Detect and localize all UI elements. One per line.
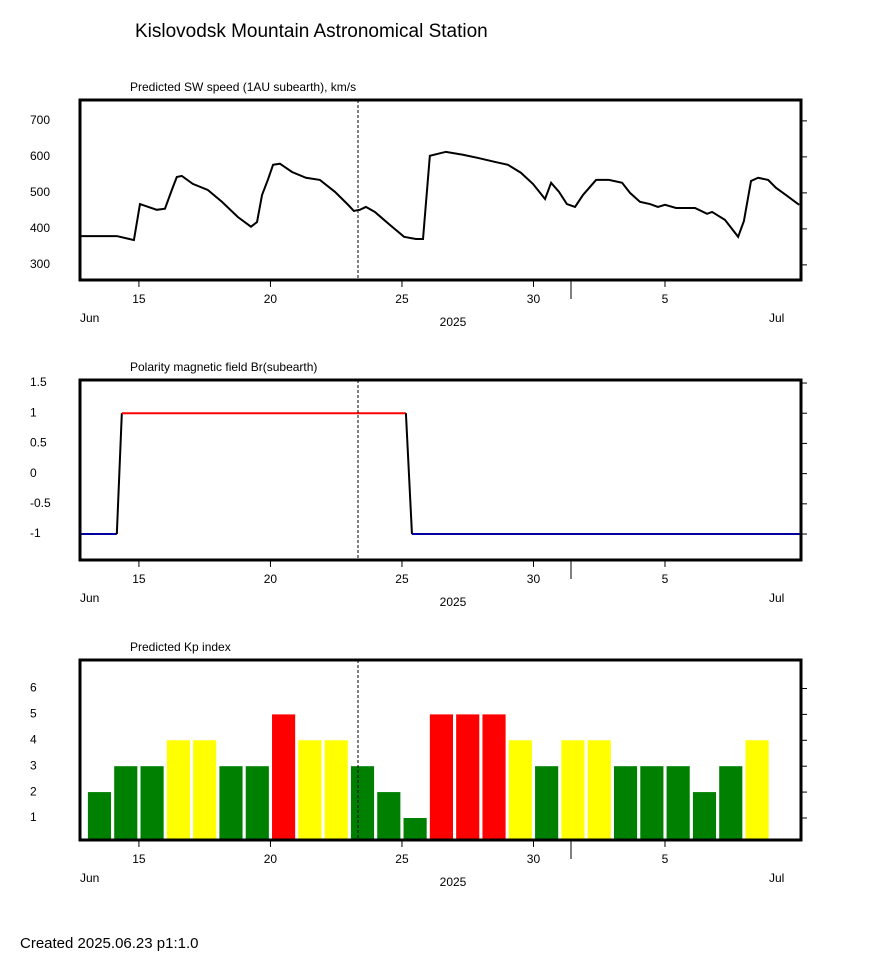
kp-bar	[508, 740, 532, 840]
x-tick-label: 5	[662, 572, 669, 586]
y-tick-label: 500	[30, 185, 50, 199]
y-tick-label: 300	[30, 257, 50, 271]
kp-bar	[640, 766, 664, 840]
plot-frame	[78, 98, 803, 282]
y-tick-label: 600	[30, 149, 50, 163]
kp-bar	[377, 792, 401, 840]
kp-bar	[272, 714, 296, 840]
x-tick-label: 30	[527, 572, 541, 586]
kp-bar	[193, 740, 217, 840]
y-tick-label: 5	[30, 707, 37, 721]
y-tick-label: -1	[30, 526, 41, 540]
x-tick-label: 20	[264, 292, 278, 306]
kp-bar	[298, 740, 322, 840]
y-tick-label: 3	[30, 758, 37, 772]
x-tick-label: 15	[132, 292, 146, 306]
panel-title: Predicted SW speed (1AU subearth), km/s	[130, 80, 356, 94]
y-tick-label: 4	[30, 732, 37, 746]
kp-bar	[245, 766, 269, 840]
month-label: Jun	[80, 871, 99, 885]
kp-bar	[535, 766, 559, 840]
x-tick-label: 25	[395, 852, 409, 866]
kp-bar	[692, 792, 717, 840]
plot-frame	[78, 658, 803, 842]
kp-bar	[719, 766, 743, 840]
y-tick-label: 1	[30, 405, 37, 419]
kp-bar	[87, 792, 112, 840]
month-label: Jul	[769, 591, 784, 605]
kp-bar	[403, 817, 427, 840]
kp-bar	[561, 740, 585, 840]
panel-title: Predicted Kp index	[130, 640, 231, 654]
speed-line	[80, 150, 800, 242]
kp-bar	[587, 740, 611, 840]
kp-bar	[613, 766, 638, 840]
y-tick-label: 6	[30, 681, 37, 695]
kp-bar	[456, 714, 480, 840]
kp-bar	[166, 740, 190, 840]
x-tick-label: 30	[527, 292, 541, 306]
year-label: 2025	[440, 875, 467, 889]
year-label: 2025	[440, 595, 467, 609]
x-tick-label: 15	[132, 852, 146, 866]
y-tick-label: 700	[30, 113, 50, 127]
month-label: Jun	[80, 591, 99, 605]
x-tick-label: 5	[662, 292, 669, 306]
y-tick-label: 1.5	[30, 375, 47, 389]
y-tick-label: 0.5	[30, 436, 47, 450]
x-tick-label: 5	[662, 852, 669, 866]
kp-bar	[666, 766, 690, 840]
x-tick-label: 20	[264, 572, 278, 586]
month-label: Jun	[80, 311, 99, 325]
x-tick-label: 25	[395, 572, 409, 586]
kp-bar	[350, 766, 375, 840]
month-label: Jul	[769, 311, 784, 325]
y-tick-label: -0.5	[30, 496, 51, 510]
year-label: 2025	[440, 315, 467, 329]
plot-frame	[78, 378, 803, 562]
polarity-segment	[404, 413, 413, 535]
footer: Created 2025.06.23 p1:1.0	[20, 935, 198, 952]
kp-bar	[745, 740, 769, 840]
y-tick-label: 2	[30, 784, 37, 798]
kp-bar	[429, 714, 453, 840]
panel-title: Polarity magnetic field Br(subearth)	[130, 360, 317, 374]
month-label: Jul	[769, 871, 784, 885]
kp-bar	[219, 766, 243, 840]
figure-title: Kislovodsk Mountain Astronomical Station	[135, 21, 488, 42]
y-tick-label: 400	[30, 221, 50, 235]
y-tick-label: 1	[30, 810, 37, 824]
x-tick-label: 20	[264, 852, 278, 866]
x-tick-label: 30	[527, 852, 541, 866]
x-tick-label: 15	[132, 572, 146, 586]
kp-bar	[482, 714, 506, 840]
kp-bar	[324, 740, 348, 840]
kp-bar	[114, 766, 138, 840]
polarity-segment	[115, 413, 123, 535]
x-tick-label: 25	[395, 292, 409, 306]
y-tick-label: 0	[30, 466, 37, 480]
kp-bar	[140, 766, 164, 840]
